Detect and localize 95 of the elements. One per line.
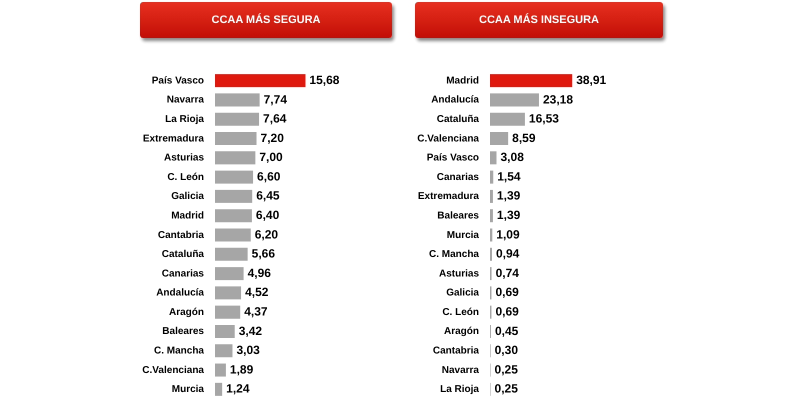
y-tick-label: C. Mancha [428,249,480,260]
y-tick-label: C.Valenciana [142,364,204,376]
y-tick-label: Baleares [162,326,204,338]
bar [490,209,493,222]
data-label: 38,91 [576,72,607,87]
data-label: 1,09 [496,227,520,242]
bar [215,190,252,203]
y-tick-label: Asturias [164,152,204,164]
y-tick-label: La Rioja [165,114,204,125]
bar [490,170,494,184]
y-tick-label: Andalucía [156,288,204,299]
bar [490,112,525,126]
y-tick-label: Canarias [436,172,480,183]
data-label: 6,45 [256,188,280,203]
data-label: 16,53 [528,112,560,126]
data-label: 5,66 [252,246,276,261]
y-tick-label: C. Mancha [154,346,204,357]
y-tick-label: Extremadura [418,191,480,202]
y-tick-label: C.Valenciana [417,133,480,144]
y-tick-label: Murcia [446,230,480,241]
data-label: 0,45 [494,324,519,338]
y-tick-label: Galicia [171,191,204,202]
data-label: 0,25 [494,362,518,376]
data-label: 1,89 [230,362,254,376]
chart-title: CCAA MÁS INSEGURA [415,2,663,38]
data-label: 8,59 [512,130,536,145]
y-tick-label: Madrid [446,75,479,86]
bar [490,151,497,164]
bar [215,151,256,164]
data-label: 7,64 [263,112,287,126]
bar [215,382,222,396]
data-label: 7,74 [264,92,288,106]
bar [490,93,539,106]
data-label: 3,08 [500,150,524,164]
y-tick-label: Extremadura [142,133,204,144]
bar [215,74,306,88]
y-tick-label: Cataluña [436,114,480,125]
bar [215,364,226,377]
data-label: 6,40 [256,208,280,222]
data-label: 7,20 [260,130,284,145]
data-label: 3,03 [236,343,260,358]
y-tick-label: País Vasco [152,75,204,86]
bar [215,286,242,300]
bar [490,190,493,203]
bar [215,267,244,280]
y-tick-label: País Vasco [426,152,479,164]
y-tick-label: Navarra [166,94,204,106]
data-label: 4,52 [245,285,269,300]
data-label: 0,69 [495,285,520,300]
bar [215,93,260,106]
bar [215,228,251,242]
data-label: 15,68 [309,72,340,87]
y-tick-label: La Rioja [440,384,480,396]
y-tick-label: Cantabria [432,346,480,357]
data-label: 7,00 [259,150,284,164]
data-label: 0,69 [495,304,520,318]
bar [215,209,252,222]
bar [215,324,235,338]
data-label: 1,54 [497,169,521,184]
data-label: 1,24 [226,382,250,396]
y-tick-label: Baleares [437,210,480,222]
bar [215,248,248,261]
y-tick-label: Cataluña [162,249,204,260]
data-label: 1,39 [496,208,521,222]
y-tick-label: Murcia [172,384,204,396]
bar [215,112,260,126]
y-tick-label: Andalucía [431,94,480,106]
y-tick-label: Canarias [162,268,204,280]
y-tick-label: Galicia [446,288,480,299]
bar [490,74,572,88]
bar [215,132,257,146]
data-label: 3,42 [238,324,262,338]
bar [490,132,508,146]
bar [215,306,240,319]
data-label: 1,39 [496,188,521,203]
data-label: 4,37 [244,304,268,318]
y-tick-label: Aragón [444,326,479,338]
data-label: 23,18 [542,92,574,106]
y-tick-label: Aragón [169,306,204,318]
y-tick-label: Madrid [171,210,204,222]
y-tick-label: Navarra [442,364,480,376]
data-label: 0,74 [496,266,520,280]
data-label: 0,25 [494,382,518,396]
data-label: 6,60 [257,169,281,184]
data-label: 4,96 [248,266,272,280]
y-tick-label: C. León [167,172,204,183]
data-label: 0,30 [494,343,518,358]
y-tick-label: Asturias [438,268,480,280]
bar [215,170,254,184]
chart-title: CCAA MÁS SEGURA [140,2,392,38]
data-label: 6,20 [254,227,278,242]
y-tick-label: Cantabria [158,230,204,241]
data-label: 0,94 [496,246,520,261]
bar [215,344,232,358]
y-tick-label: C. León [442,306,479,318]
